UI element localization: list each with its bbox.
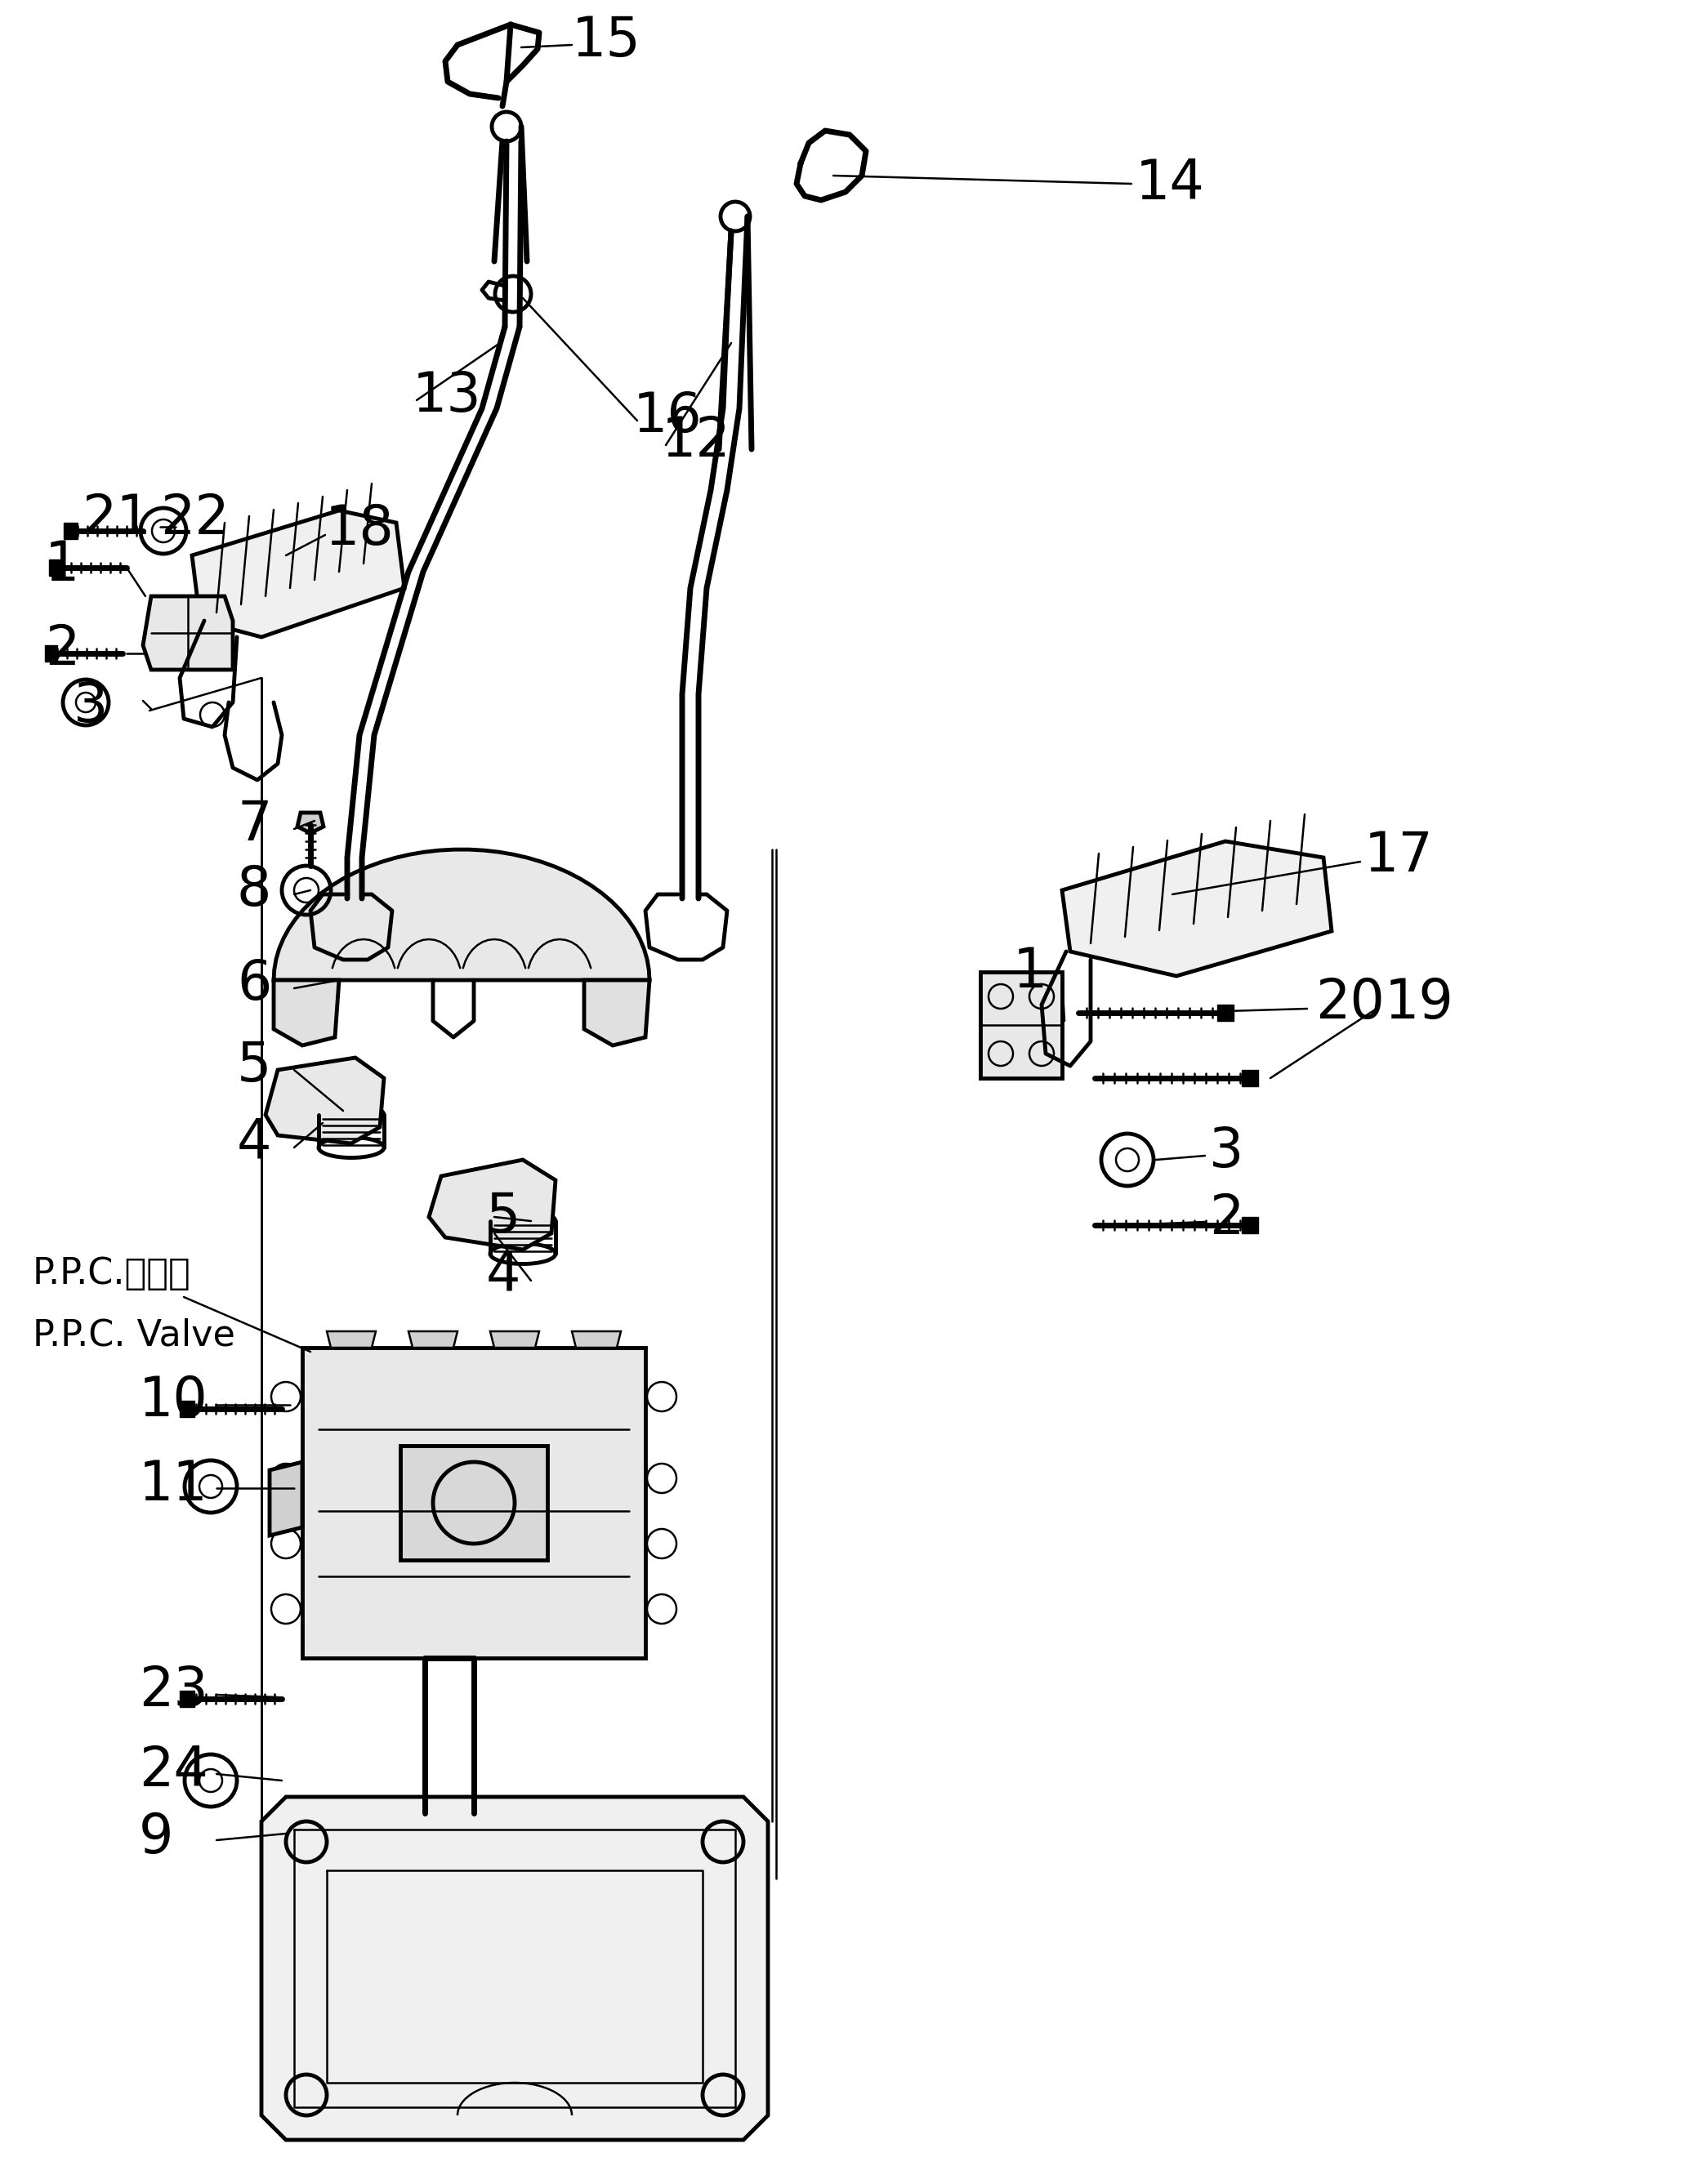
Polygon shape (429, 1160, 556, 1249)
Polygon shape (261, 1797, 768, 2140)
Text: 22: 22 (159, 491, 229, 546)
Text: 3: 3 (1209, 1125, 1243, 1179)
Text: 20: 20 (1316, 976, 1384, 1031)
Text: 1: 1 (1013, 946, 1048, 998)
Text: 17: 17 (1364, 830, 1433, 882)
Text: P.P.C. Valve: P.P.C. Valve (32, 1317, 236, 1352)
Text: 24: 24 (139, 1743, 209, 1797)
Text: 4: 4 (487, 1249, 521, 1302)
Text: 15: 15 (572, 13, 641, 68)
Polygon shape (1218, 1005, 1233, 1020)
Polygon shape (490, 1332, 539, 1348)
Text: 23: 23 (139, 1664, 209, 1717)
Polygon shape (400, 1446, 548, 1559)
Text: 3: 3 (73, 679, 109, 734)
Text: 13: 13 (412, 369, 482, 424)
Text: 14: 14 (1136, 157, 1204, 210)
Text: 10: 10 (139, 1374, 209, 1428)
Polygon shape (583, 981, 650, 1046)
Polygon shape (1241, 1216, 1258, 1234)
Polygon shape (297, 812, 324, 832)
Text: 2: 2 (1209, 1192, 1243, 1245)
Text: 6: 6 (237, 957, 271, 1011)
Text: 7: 7 (237, 797, 271, 852)
Text: 12: 12 (661, 415, 731, 467)
Polygon shape (273, 981, 339, 1046)
Polygon shape (409, 1332, 458, 1348)
Polygon shape (180, 1690, 195, 1708)
Text: 4: 4 (237, 1116, 271, 1171)
Text: P.P.C.バルブ: P.P.C.バルブ (32, 1256, 192, 1291)
Text: 5: 5 (487, 1190, 521, 1245)
Polygon shape (142, 596, 232, 670)
Text: 2: 2 (44, 622, 80, 677)
Polygon shape (980, 972, 1062, 1079)
Polygon shape (64, 522, 78, 539)
Text: 11: 11 (139, 1459, 209, 1511)
Polygon shape (270, 1461, 302, 1535)
Text: 8: 8 (237, 863, 271, 917)
Polygon shape (49, 559, 61, 577)
Text: 5: 5 (237, 1040, 271, 1092)
Polygon shape (44, 644, 58, 662)
Polygon shape (192, 511, 404, 638)
Polygon shape (180, 1400, 195, 1417)
Polygon shape (572, 1332, 621, 1348)
Text: 19: 19 (1384, 976, 1453, 1031)
Polygon shape (266, 1057, 383, 1144)
Polygon shape (1062, 841, 1331, 976)
Text: 1: 1 (44, 537, 80, 592)
Polygon shape (1241, 1070, 1258, 1085)
Text: 18: 18 (326, 502, 395, 557)
Text: 9: 9 (139, 1811, 173, 1865)
Text: 16: 16 (633, 389, 702, 443)
Text: 21: 21 (81, 491, 151, 546)
Polygon shape (302, 1348, 646, 1658)
Polygon shape (327, 1332, 377, 1348)
Polygon shape (273, 850, 650, 981)
